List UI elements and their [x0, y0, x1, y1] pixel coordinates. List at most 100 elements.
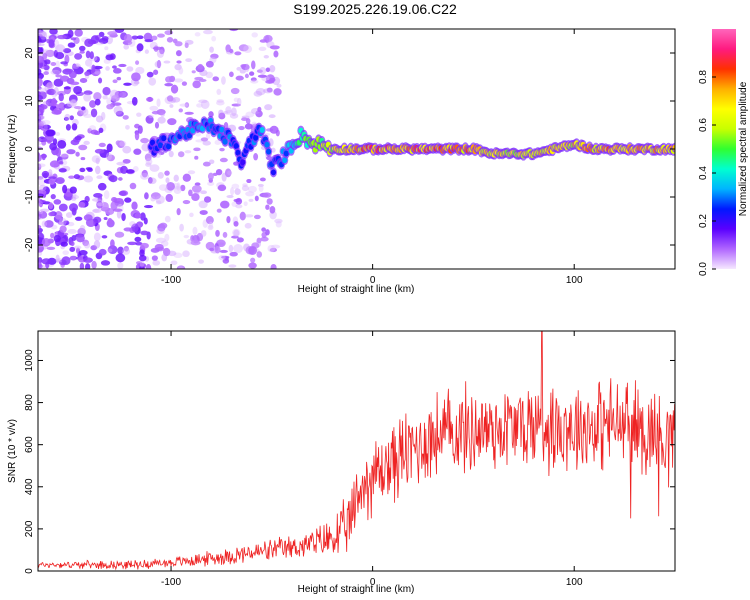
- spectrogram-cell: [55, 74, 62, 78]
- spectrogram-cell: [38, 176, 44, 180]
- spectrogram-cell: [83, 214, 93, 221]
- spectrogram-cell: [93, 216, 102, 224]
- y-tick-label: -20: [24, 237, 35, 252]
- spectrogram-cell: [129, 182, 137, 190]
- spectrogram-cell: [51, 97, 57, 107]
- spectrogram-cell: [103, 190, 110, 200]
- spectrogram-cell: [173, 186, 182, 195]
- spectrogram-cell: [247, 185, 257, 193]
- spectrogram-cell: [143, 204, 154, 209]
- spectrogram-cell: [151, 255, 158, 261]
- spectrogram-cell: [136, 43, 144, 52]
- spectrogram-cell: [38, 224, 42, 229]
- spectrogram-cell: [38, 87, 47, 93]
- spectrogram-cell: [200, 137, 209, 142]
- spectrogram-cell: [96, 200, 103, 209]
- spectrogram-cell: [38, 163, 42, 171]
- spectrogram-cell: [154, 243, 164, 251]
- spectrogram-cell: [212, 76, 219, 82]
- spectrogram-cell: [239, 211, 246, 221]
- spectrogram-cell: [85, 263, 91, 269]
- spectrogram-cell: [235, 75, 244, 81]
- spectrogram-cell: [63, 48, 72, 54]
- spectrogram-cell: [219, 249, 228, 253]
- spectrogram-cell: [40, 119, 51, 125]
- spectrogram-cell: [208, 221, 214, 229]
- spectrogram-cell: [106, 97, 112, 105]
- spectrogram-cell: [245, 118, 251, 125]
- spectrogram-cell: [115, 253, 126, 263]
- spectrogram-cell: [274, 218, 283, 224]
- spectrogram-cell: [38, 43, 45, 47]
- spectrogram-cell: [105, 66, 110, 71]
- spectrogram-cell: [248, 198, 254, 202]
- spectrogram-cell: [158, 151, 165, 156]
- snr-frame: [37, 330, 676, 572]
- spectrogram-cell: [62, 250, 69, 256]
- spectrogram-cell: [132, 165, 139, 172]
- spectrogram-cell: [95, 115, 104, 123]
- x-tick-label: 0: [370, 577, 376, 588]
- spectrogram-cell: [41, 170, 50, 178]
- spectrogram-cell: [38, 29, 44, 34]
- spectrogram-cell: [38, 230, 43, 235]
- spectrogram-cell: [218, 112, 226, 120]
- spectrogram-cell: [45, 129, 56, 137]
- spectrogram-cell: [167, 118, 177, 126]
- colorbar-tick-label: 0.8: [698, 70, 709, 84]
- spectrogram-cell: [63, 103, 72, 109]
- spectrogram-cell: [83, 90, 93, 96]
- spectrogram-cell: [60, 241, 68, 247]
- spectrogram-cell: [89, 51, 94, 60]
- spectrogram-cell: [167, 250, 177, 257]
- spectrogram-cell: [269, 45, 280, 50]
- spectrogram-cell: [106, 154, 115, 162]
- x-tick-label: 100: [566, 275, 583, 286]
- spectrogram-cell: [68, 70, 77, 79]
- spectrogram-cell: [38, 137, 43, 143]
- spectrogram-cell: [215, 168, 223, 176]
- spectrogram-cell: [69, 115, 74, 121]
- spectrogram-cell: [236, 97, 242, 107]
- spectrogram-cell: [176, 60, 182, 64]
- spectrogram-cell: [219, 157, 228, 163]
- spectrogram-cell: [48, 202, 54, 210]
- spectrogram-cell: [160, 112, 165, 117]
- spectrogram-cell: [146, 71, 154, 78]
- spectrogram-cell: [38, 236, 43, 245]
- spectrogram-cell: [80, 156, 86, 161]
- spectrogram-cell: [74, 216, 83, 221]
- spectrogram-cell: [192, 80, 201, 89]
- spectrogram-cell: [216, 100, 225, 106]
- spectrogram-cell: [270, 169, 277, 176]
- spectrogram-cell: [230, 87, 240, 95]
- spectrogram-cell: [79, 45, 86, 52]
- spectrogram-cell: [111, 197, 118, 203]
- spectrogram-cell: [165, 193, 173, 203]
- y-tick-label: 1000: [24, 349, 35, 372]
- spectrogram-cell: [118, 177, 123, 181]
- y-tick-label: 800: [24, 394, 35, 411]
- spectrogram-cell: [276, 83, 282, 88]
- spectrogram-cell: [115, 140, 121, 146]
- spectrogram-cell: [251, 60, 256, 70]
- spectrogram-cell: [200, 230, 207, 237]
- spectrogram-cell: [38, 55, 44, 63]
- spectrogram-cell: [53, 86, 59, 96]
- spectrogram-cell: [226, 215, 231, 224]
- spectrogram-cell: [208, 111, 214, 118]
- spectrogram-cell: [162, 247, 171, 257]
- spectrogram-cell: [219, 147, 225, 152]
- spectrogram-cell: [63, 116, 69, 121]
- spectrogram-cell: [64, 220, 70, 226]
- spectrogram-cell: [55, 147, 61, 157]
- spectrogram-cell: [233, 229, 240, 237]
- spectrogram-cell: [188, 189, 193, 197]
- spectrogram-cell: [38, 94, 44, 101]
- spectrogram-cell: [112, 208, 123, 212]
- spectrogram-cell: [269, 247, 278, 253]
- spectrogram-cell: [263, 88, 273, 94]
- y-tick-label: 400: [24, 478, 35, 495]
- spectrogram-cell: [154, 61, 162, 68]
- spectrogram-cell: [234, 51, 242, 56]
